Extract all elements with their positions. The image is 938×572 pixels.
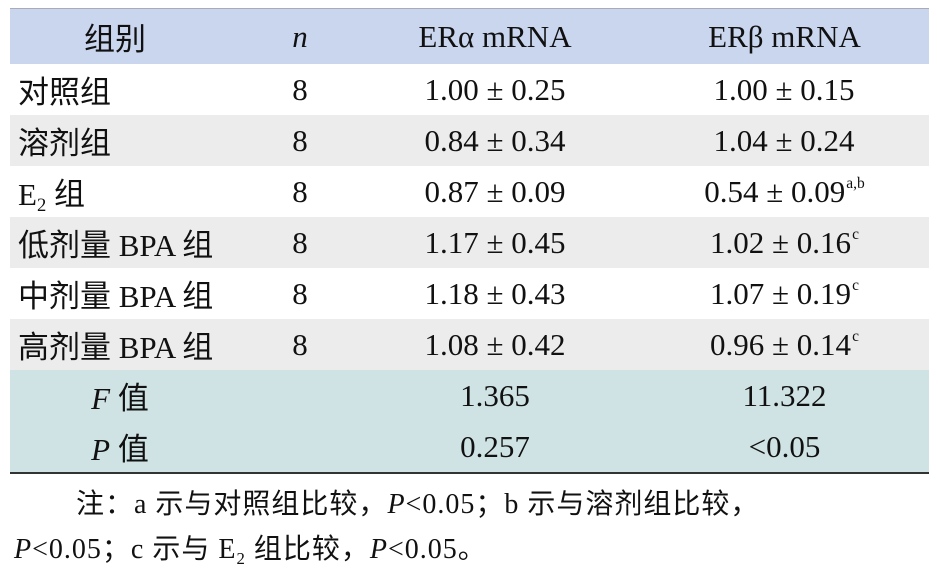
row-n: 8 [292, 173, 308, 209]
table-header: 组别 n ERα mRNA ERβ mRNA [10, 8, 929, 64]
row-n: 8 [292, 122, 308, 158]
table-row: 对照组 8 1.00 ± 0.25 1.00 ± 0.15 [10, 64, 929, 115]
table-row: 中剂量 BPA 组 8 1.18 ± 0.43 1.07 ± 0.19c [10, 268, 929, 319]
header-era: ERα mRNA [418, 18, 572, 54]
row-group: 低剂量 BPA 组 [18, 228, 214, 263]
row-group: 高剂量 BPA 组 [18, 330, 214, 365]
row-erb: 1.02 ± 0.16c [710, 224, 859, 260]
row-erb: 0.96 ± 0.14c [710, 326, 859, 362]
stat-erb: <0.05 [748, 428, 821, 464]
row-erb: 1.00 ± 0.15 [713, 71, 855, 107]
table-row: 低剂量 BPA 组 8 1.17 ± 0.45 1.02 ± 0.16c [10, 217, 929, 268]
footnote-line-2: P<0.05；c 示与 E2 组比较，P<0.05。 [14, 534, 487, 568]
row-era: 1.00 ± 0.25 [424, 71, 566, 107]
header-erb: ERβ mRNA [708, 18, 861, 54]
footnote-line-1: 注：a 示与对照组比较，P<0.05；b 示与溶剂组比较， [76, 489, 760, 520]
row-erb: 1.07 ± 0.19c [710, 275, 859, 311]
row-erb: 1.04 ± 0.24 [713, 122, 855, 158]
data-table: 组别 n ERα mRNA ERβ mRNA 对照组 8 1.00 ± 0.25… [10, 8, 929, 474]
row-group: E2 组 [18, 177, 85, 216]
stat-row-f: F 值 1.365 11.322 [10, 370, 929, 421]
stat-row-p: P 值 0.257 <0.05 [10, 421, 929, 474]
header-group: 组别 [84, 22, 146, 57]
stat-label: F 值 [91, 381, 149, 416]
row-n: 8 [292, 224, 308, 260]
row-era: 0.84 ± 0.34 [424, 122, 566, 158]
row-n: 8 [292, 275, 308, 311]
row-group: 中剂量 BPA 组 [18, 279, 214, 314]
row-era: 1.17 ± 0.45 [424, 224, 566, 260]
row-n: 8 [292, 71, 308, 107]
row-group: 溶剂组 [18, 126, 111, 161]
table-row: 溶剂组 8 0.84 ± 0.34 1.04 ± 0.24 [10, 115, 929, 166]
header-n: n [292, 18, 308, 54]
row-era: 1.18 ± 0.43 [424, 275, 566, 311]
row-era: 0.87 ± 0.09 [424, 173, 566, 209]
table-footnote: 注：a 示与对照组比较，P<0.05；b 示与溶剂组比较， P<0.05；c 示… [14, 482, 919, 572]
table-row: E2 组 8 0.87 ± 0.09 0.54 ± 0.09a,b [10, 166, 929, 217]
table-row: 高剂量 BPA 组 8 1.08 ± 0.42 0.96 ± 0.14c [10, 319, 929, 370]
stat-era: 1.365 [460, 377, 530, 413]
row-era: 1.08 ± 0.42 [424, 326, 566, 362]
stat-label: P 值 [91, 432, 149, 467]
row-group: 对照组 [18, 75, 111, 110]
row-erb: 0.54 ± 0.09a,b [704, 173, 865, 209]
row-n: 8 [292, 326, 308, 362]
stat-erb: 11.322 [742, 377, 827, 413]
stat-era: 0.257 [460, 428, 530, 464]
